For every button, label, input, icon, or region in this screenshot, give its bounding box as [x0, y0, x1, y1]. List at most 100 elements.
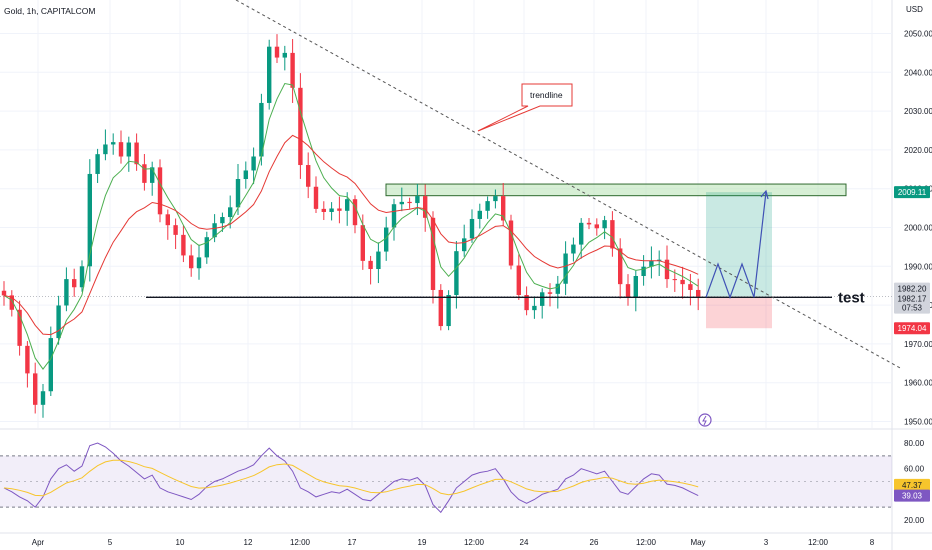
candle-body	[25, 345, 30, 374]
descending-trendline[interactable]	[235, 0, 903, 370]
candle-body	[142, 164, 147, 183]
candle-body	[485, 201, 490, 211]
candle-body	[157, 167, 163, 215]
candle-body	[228, 207, 233, 218]
flash-icon	[702, 415, 707, 426]
time-tick-label: 8	[870, 538, 875, 547]
price-tick-label: 2020.00	[904, 146, 932, 155]
time-tick-label: 12:00	[636, 538, 657, 547]
candle-body	[337, 208, 342, 211]
rsi-tick-label: 60.00	[904, 465, 925, 474]
candle-body	[571, 244, 576, 254]
candles-layer[interactable]	[1, 34, 701, 418]
candle-body	[259, 102, 264, 157]
candle-body	[204, 237, 209, 258]
candle-body	[212, 223, 217, 238]
candle-body	[618, 248, 623, 285]
time-tick-label: 26	[590, 538, 599, 547]
target-price-tag: 2009.11	[898, 188, 927, 197]
candle-body	[48, 338, 53, 392]
rsi-band-layer	[0, 455, 892, 508]
moving-average-fast-line	[3, 82, 699, 370]
trendline-callout[interactable]	[477, 83, 573, 132]
candle-body	[555, 283, 560, 294]
last-price-tag: 1982.17	[898, 295, 927, 304]
rsi-value-tag-background	[894, 489, 930, 502]
price-tick-label: 2040.00	[904, 68, 932, 77]
candle-body	[672, 279, 677, 281]
candle-body	[602, 220, 607, 229]
long-position-profit-zone[interactable]	[706, 192, 772, 297]
rsi-tick-label: 80.00	[904, 439, 925, 448]
price-tick-label: 2000.00	[904, 224, 932, 233]
candle-body	[235, 179, 241, 208]
candle-body	[33, 373, 38, 405]
candle-body	[181, 234, 186, 256]
price-tick-label: 2050.00	[904, 30, 932, 39]
bar-countdown-tag: 07:53	[902, 304, 923, 313]
candle-body	[438, 289, 443, 327]
entry-price-tag: 1982.20	[898, 285, 927, 294]
moving-average-slow-line	[3, 134, 699, 336]
candle-body	[134, 142, 139, 165]
candle-body	[1, 290, 7, 296]
candle-body	[298, 87, 303, 166]
candle-body	[649, 260, 654, 267]
candle-body	[532, 305, 537, 311]
candle-body	[415, 196, 420, 204]
candle-body	[462, 238, 467, 252]
candle-body	[688, 284, 693, 290]
price-axis-layer[interactable]: 1950.001960.001970.001980.001990.002000.…	[904, 30, 932, 526]
stop-price-tag-background	[894, 322, 930, 335]
candle-body	[547, 292, 553, 294]
long-position-loss-zone[interactable]	[706, 296, 772, 329]
candle-body	[290, 52, 295, 88]
candle-body	[516, 265, 521, 296]
candle-body	[267, 46, 272, 103]
time-axis-layer[interactable]: Apr 5 10 12 12:00 17 19 12:00 24 26 12:00 May 3 12:00…	[32, 538, 875, 547]
candle-body	[40, 391, 46, 405]
entry-price-tag-background	[894, 282, 930, 295]
candle-body	[220, 217, 225, 224]
rsi-pane-background	[0, 429, 892, 533]
time-tick-label: 12:00	[290, 538, 311, 547]
candle-body	[103, 144, 108, 155]
time-tick-label: 12	[244, 538, 253, 547]
drawings-back-layer	[0, 183, 892, 329]
candle-body	[407, 201, 412, 204]
candle-body	[633, 276, 638, 297]
rsi-signal-line	[3, 459, 699, 497]
candle-body	[430, 217, 436, 290]
candle-body	[313, 186, 319, 209]
candle-body	[79, 266, 85, 288]
target-price-tag-background	[894, 186, 930, 199]
candle-body	[118, 142, 124, 157]
drawings-front-layer[interactable]: test trendline	[146, 0, 903, 427]
main-pane-background	[0, 0, 892, 428]
support-line-label[interactable]: test	[838, 289, 865, 306]
candle-body	[423, 196, 428, 218]
moving-averages-layer	[3, 82, 699, 370]
rsi-signal-value-tag-background	[894, 478, 930, 491]
candle-body	[446, 295, 451, 327]
resistance-zone-rectangle[interactable]	[385, 183, 847, 197]
candle-body	[501, 196, 506, 221]
time-tick-label: 17	[348, 538, 357, 547]
time-tick-label: 5	[108, 538, 113, 547]
candle-body	[173, 225, 178, 235]
candle-body	[274, 46, 280, 58]
candle-body	[586, 222, 592, 225]
candle-body	[251, 156, 256, 171]
event-flash-marker[interactable]	[698, 413, 712, 427]
candle-body	[493, 196, 498, 202]
time-tick-label: Apr	[32, 538, 45, 547]
candle-body	[72, 279, 77, 288]
projection-path[interactable]	[705, 191, 767, 300]
candle-body	[87, 173, 92, 267]
rsi-signal-value-tag: 47.37	[902, 481, 923, 490]
price-tick-label: 1950.00	[904, 418, 932, 427]
candle-body	[594, 224, 599, 229]
candle-body	[540, 292, 545, 306]
